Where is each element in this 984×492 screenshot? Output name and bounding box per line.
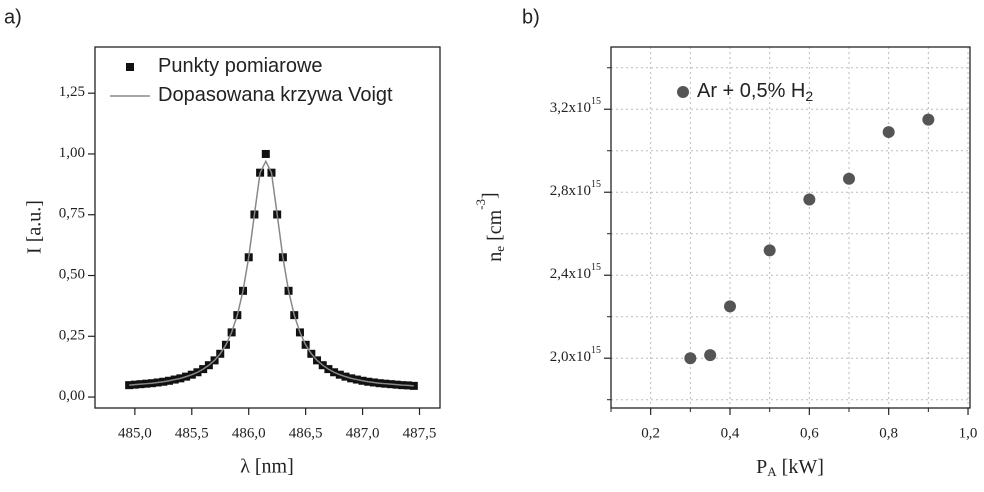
panel-label: b) <box>522 6 540 28</box>
x-tick-label: 485,0 <box>118 425 152 441</box>
x-tick-label: 487,0 <box>346 425 380 441</box>
y-tick-label: 0,00 <box>59 388 85 404</box>
y-tick-label: 0,50 <box>59 267 85 283</box>
tick-text: 2,0x10 <box>550 350 591 366</box>
y-tick-label: 1,25 <box>59 85 85 101</box>
x-tick-label: 486,5 <box>289 425 323 441</box>
data-point <box>803 193 816 206</box>
x-tick-label: 0,6 <box>800 425 819 441</box>
plot-frame <box>94 46 441 409</box>
data-point <box>724 300 737 313</box>
x-tick-label: 487,5 <box>403 425 437 441</box>
legend-text: Dopasowana krzywa Voigt <box>158 84 393 106</box>
data-point <box>882 126 895 139</box>
y-tick-label: 0,75 <box>59 206 85 222</box>
x-axis-label: λ [nm] <box>240 456 294 478</box>
tick-text: 0,00 <box>59 388 85 404</box>
y-tick-label: 2,0x1015 <box>550 346 601 366</box>
legend-text: Ar + 0,5% H <box>697 80 805 102</box>
y-tick-label: 3,2x1015 <box>550 97 601 117</box>
tick-text: 1,00 <box>59 145 85 161</box>
panel-label: a) <box>4 6 22 28</box>
x-tick-label: 1,0 <box>959 425 978 441</box>
x-axis-label: PA [kW] <box>756 456 824 479</box>
y-tick-label: 2,8x1015 <box>550 180 601 200</box>
data-point <box>684 352 697 365</box>
legend-label: Punkty pomiarowe <box>158 55 323 77</box>
tick-exponent: 15 <box>591 346 601 357</box>
tick-exponent: 15 <box>591 180 601 191</box>
x-tick-label: 0,4 <box>721 425 740 441</box>
tick-text: 0,75 <box>59 206 85 222</box>
legend-text: Punkty pomiarowe <box>158 55 323 77</box>
data-point <box>409 381 418 390</box>
label-part: n <box>484 252 506 262</box>
legend-label: Ar + 0,5% H2 <box>697 80 813 103</box>
label-part: P <box>756 456 767 478</box>
label-part: A <box>767 464 777 479</box>
tick-exponent: 15 <box>591 263 601 274</box>
data-point <box>763 244 776 257</box>
plot-frame <box>610 46 971 409</box>
tick-text: 0,25 <box>59 328 85 344</box>
y-tick-label: 1,00 <box>59 145 85 161</box>
data-point <box>704 349 717 362</box>
legend-symbol <box>677 86 689 98</box>
tick-text: 2,4x10 <box>550 267 591 283</box>
tick-text: 1,25 <box>59 85 85 101</box>
y-axis-label: ne [cm-3] <box>473 192 507 261</box>
x-tick-label: 486,0 <box>232 425 266 441</box>
y-tick-label: 2,4x1015 <box>550 263 601 283</box>
tick-exponent: 15 <box>591 97 601 108</box>
label-part: [kW] <box>777 456 824 478</box>
tick-text: 0,50 <box>59 267 85 283</box>
data-point <box>261 149 270 158</box>
data-point <box>843 172 856 185</box>
y-tick-label: 0,25 <box>59 328 85 344</box>
tick-text: 3,2x10 <box>550 101 591 117</box>
legend-label: Dopasowana krzywa Voigt <box>158 84 393 106</box>
data-point <box>922 113 935 126</box>
label-part: e <box>492 246 507 252</box>
label-part: [cm <box>484 209 506 246</box>
x-tick-label: 0,2 <box>641 425 660 441</box>
label-part: ] <box>479 192 501 199</box>
legend-sub: 2 <box>805 88 813 104</box>
x-tick-label: 485,5 <box>175 425 209 441</box>
x-tick-label: 0,8 <box>879 425 898 441</box>
fit-line <box>129 159 414 387</box>
data-point <box>125 381 134 390</box>
legend-symbol <box>126 63 134 71</box>
label-part: -3 <box>473 199 488 210</box>
y-axis-label: I [a.u.] <box>24 200 46 254</box>
tick-text: 2,8x10 <box>550 184 591 200</box>
